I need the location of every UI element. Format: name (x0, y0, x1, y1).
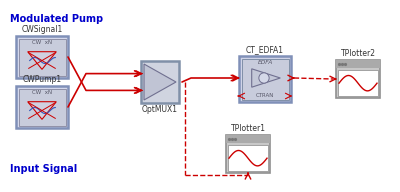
Text: CW  xN: CW xN (32, 90, 52, 95)
Bar (226, 135, 270, 173)
Bar (336, 60, 380, 98)
Text: CTRAN: CTRAN (256, 93, 274, 98)
Text: CT_EDFA1: CT_EDFA1 (246, 45, 284, 54)
Text: CWSignal1: CWSignal1 (21, 25, 63, 34)
Bar (336, 60, 380, 68)
Bar (16, 36, 68, 78)
Bar (18, 89, 66, 126)
Polygon shape (144, 64, 176, 100)
Text: CWPump1: CWPump1 (22, 75, 62, 84)
Text: TPlotter1: TPlotter1 (230, 124, 266, 133)
Bar (16, 86, 68, 128)
Polygon shape (28, 52, 56, 69)
Text: Input Signal: Input Signal (10, 164, 77, 174)
Polygon shape (28, 102, 56, 119)
Text: Modulated Pump: Modulated Pump (10, 14, 103, 24)
Text: CW  xN: CW xN (32, 40, 52, 45)
Bar (18, 39, 66, 75)
Bar (242, 59, 288, 99)
Circle shape (259, 73, 269, 83)
Bar (228, 145, 268, 171)
Polygon shape (252, 69, 280, 87)
Bar (141, 61, 179, 103)
Bar (338, 70, 378, 96)
Text: OptMUX1: OptMUX1 (142, 105, 178, 114)
Bar (226, 135, 270, 143)
Text: EDFA: EDFA (257, 60, 273, 65)
Text: TPlotter2: TPlotter2 (340, 49, 376, 58)
Bar (239, 56, 291, 102)
